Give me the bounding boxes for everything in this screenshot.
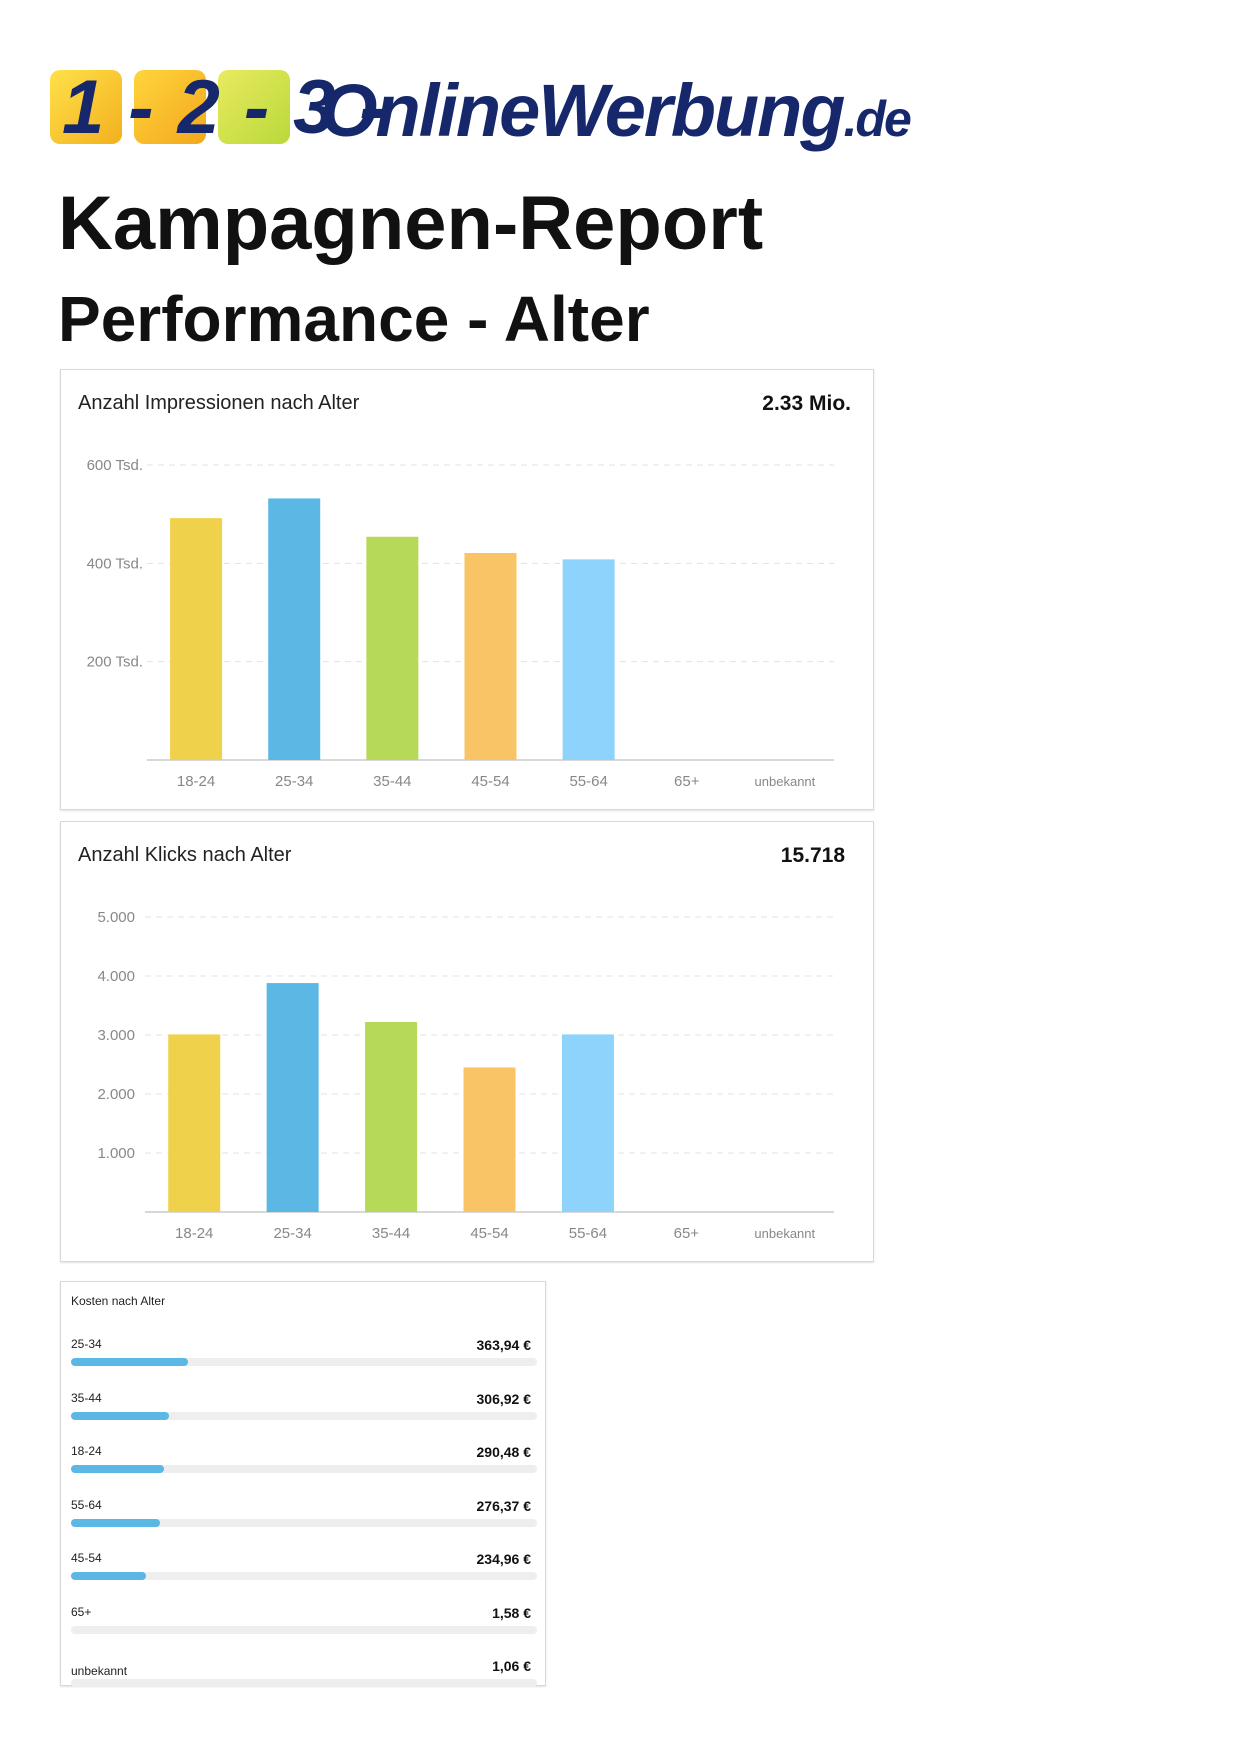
- bar-55-64[interactable]: [562, 559, 615, 760]
- bar-45-54[interactable]: [463, 1067, 516, 1212]
- x-tick-label: 65+: [674, 773, 700, 790]
- cost-label: 45-54: [71, 1551, 102, 1565]
- cost-value: 276,37 €: [476, 1497, 532, 1514]
- bar-25-34[interactable]: [268, 498, 321, 760]
- cost-row-25-34: 25-34 363,94 €: [71, 1337, 537, 1385]
- y-tick-label: 600 Tsd.: [87, 457, 143, 474]
- cost-bar-fill: [71, 1465, 165, 1473]
- cost-bar-fill: [71, 1411, 169, 1420]
- cost-value: 1,58 €: [492, 1604, 531, 1621]
- logo-digits: 1-2-3-: [62, 65, 409, 150]
- cost-row-45-54: 45-54 234,96 €: [71, 1551, 537, 1599]
- x-tick-label: 65+: [674, 1225, 700, 1242]
- cost-value: 290,48 €: [476, 1444, 532, 1460]
- clicks-total: 15.718: [780, 844, 845, 867]
- bar-45-54[interactable]: [464, 553, 517, 760]
- clicks-chart-card: Anzahl Klicks nach Alter 15.718 1.000 2.0…: [60, 821, 874, 1262]
- cost-label: 25-34: [71, 1337, 102, 1351]
- bar-55-64[interactable]: [561, 1034, 614, 1212]
- cost-row-35-44: 35-44 306,92 €: [71, 1391, 537, 1439]
- cost-row-18-24: 18-24 290,48 €: [71, 1444, 537, 1492]
- cost-value: 363,94 €: [476, 1337, 532, 1353]
- x-tick-label: 45-54: [471, 773, 509, 790]
- x-tick-label: 55-64: [569, 773, 607, 790]
- y-tick-label: 2.000: [97, 1086, 135, 1103]
- cost-label: 18-24: [71, 1444, 102, 1458]
- cost-value: 1,06 €: [492, 1658, 531, 1674]
- impressions-bar-chart: 200 Tsd. 400 Tsd. 600 Tsd. 18-24 25-34 35-44 4…: [87, 457, 834, 790]
- y-tick-label: 200 Tsd.: [87, 654, 143, 671]
- cost-bar-track: [71, 1411, 537, 1420]
- x-tick-label: 45-54: [470, 1225, 508, 1242]
- logo-box-3: [218, 70, 290, 144]
- cost-bar-track: [71, 1358, 537, 1366]
- logo-name: OnlineWerbung: [320, 69, 846, 152]
- cost-label: 35-44: [71, 1390, 102, 1405]
- bar-35-44[interactable]: [366, 536, 419, 760]
- impressions-total: 2.33 Mio.: [762, 392, 851, 415]
- clicks-bar-chart: 1.000 2.000 3.000 4.000 5.000 18-24 25-34 35-44…: [97, 909, 834, 1242]
- x-tick-label: 35-44: [373, 773, 411, 790]
- cost-value: 234,96 €: [476, 1551, 532, 1567]
- cost-label: unbekannt: [71, 1664, 128, 1678]
- y-tick-label: 4.000: [97, 968, 135, 985]
- cost-bar-fill: [71, 1518, 160, 1527]
- bar-18-24[interactable]: [168, 1034, 221, 1212]
- x-tick-label: 25-34: [273, 1225, 311, 1242]
- cost-value: 306,92 €: [476, 1390, 532, 1407]
- x-tick-label: 55-64: [569, 1225, 607, 1242]
- cost-label: 65+: [71, 1604, 92, 1619]
- page-title: Kampagnen-Report: [58, 181, 764, 266]
- logo-box-2: [134, 70, 206, 144]
- cost-bar-track: [71, 1679, 537, 1687]
- logo-tld: .de: [843, 91, 912, 147]
- y-tick-label: 400 Tsd.: [87, 555, 143, 572]
- bar-35-44[interactable]: [365, 1022, 418, 1212]
- x-tick-label: 18-24: [177, 773, 215, 790]
- costs-title: Kosten nach Alter: [71, 1294, 166, 1308]
- cost-row-65+: 65+ 1,58 €: [71, 1605, 537, 1653]
- x-tick-label: 35-44: [372, 1225, 410, 1242]
- cost-bar-track: [71, 1625, 537, 1634]
- cost-label: 55-64: [71, 1497, 102, 1512]
- cost-bar-fill: [71, 1572, 146, 1580]
- cost-bar-track: [71, 1572, 537, 1580]
- clicks-chart-title: Anzahl Klicks nach Alter: [78, 844, 292, 866]
- bar-25-34[interactable]: [266, 983, 319, 1212]
- x-tick-label: unbekannt: [755, 774, 816, 789]
- logo-wordmark: OnlineWerbung.de: [320, 68, 912, 153]
- y-tick-label: 1.000: [97, 1145, 135, 1162]
- y-tick-label: 5.000: [97, 909, 135, 926]
- page-subtitle: Performance - Alter: [58, 283, 650, 355]
- impressions-chart-title: Anzahl Impressionen nach Alter: [78, 392, 360, 414]
- cost-bar-track: [71, 1518, 537, 1527]
- cost-row-unbekannt: unbekannt 1,06 €: [71, 1658, 537, 1706]
- costs-card: Kosten nach Alter 25-34 363,94 € 35-44 306,…: [60, 1281, 546, 1687]
- x-tick-label: 25-34: [275, 773, 313, 790]
- logo-box-1: [50, 70, 122, 144]
- bar-18-24[interactable]: [170, 518, 223, 760]
- y-tick-label: 3.000: [97, 1027, 135, 1044]
- impressions-chart-card: Anzahl Impressionen nach Alter 2.33 Mio.…: [60, 369, 874, 810]
- x-tick-label: 18-24: [175, 1225, 213, 1242]
- cost-bar-track: [71, 1465, 537, 1473]
- x-tick-label: unbekannt: [754, 1226, 815, 1241]
- cost-row-55-64: 55-64 276,37 €: [71, 1498, 537, 1546]
- logo: 1-2-3- OnlineWerbung.de: [50, 65, 912, 152]
- cost-bar-fill: [71, 1358, 188, 1366]
